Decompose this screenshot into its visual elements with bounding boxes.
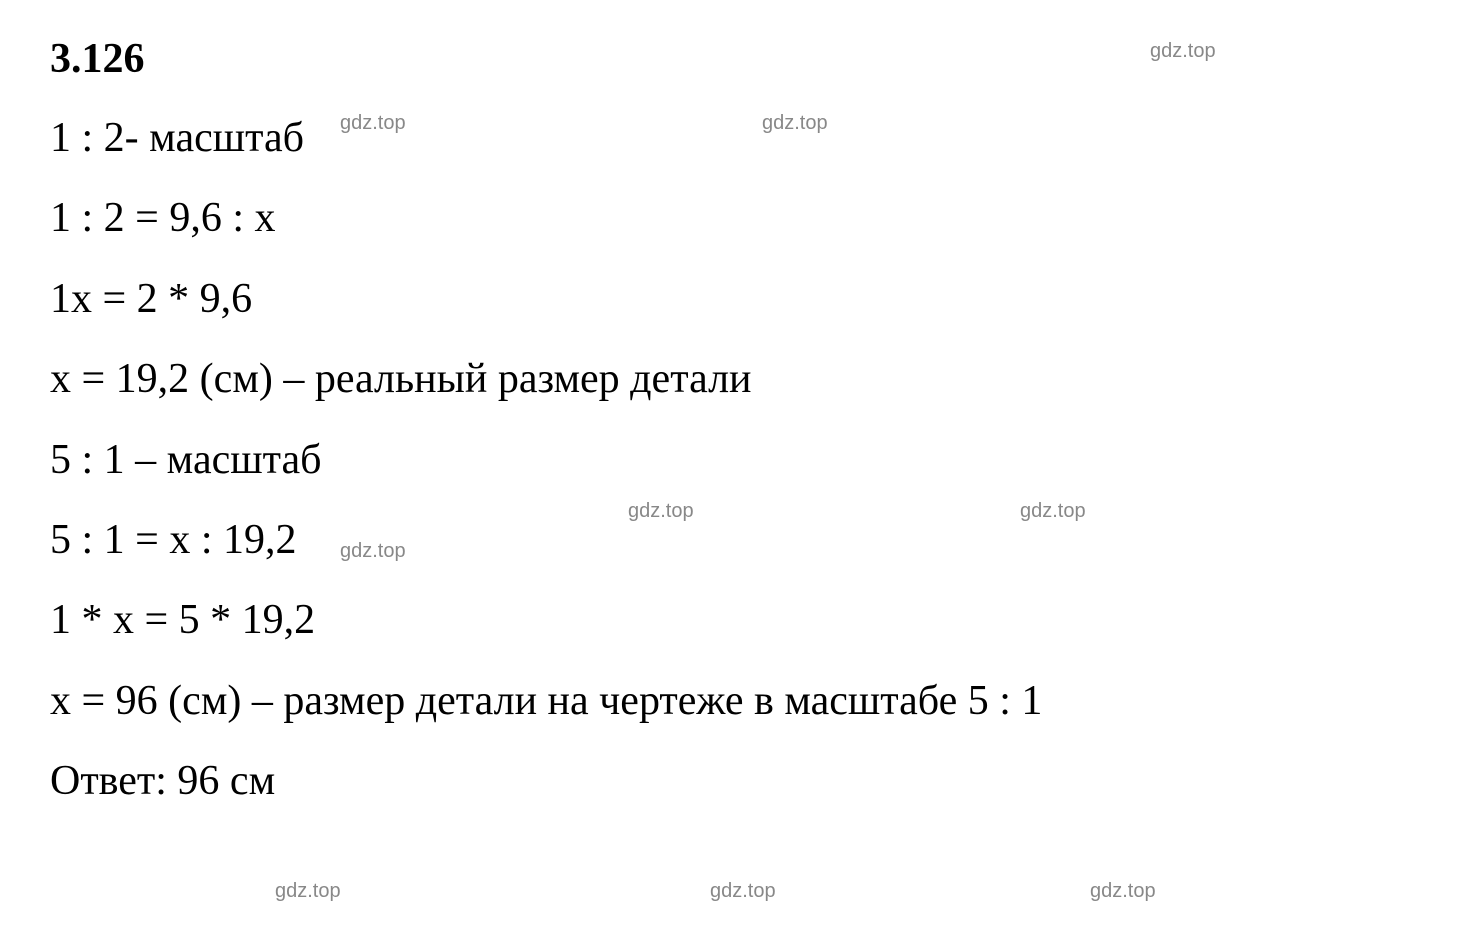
watermark: gdz.top — [340, 112, 406, 135]
watermark: gdz.top — [628, 500, 694, 523]
document-content: 3.126 1 : 2- масштаб 1 : 2 = 9,6 : x 1x … — [50, 35, 1418, 807]
watermark: gdz.top — [1020, 500, 1086, 523]
solution-line-2: 1 : 2 = 9,6 : x — [50, 193, 1418, 243]
solution-line-5: 5 : 1 – масштаб — [50, 435, 1418, 485]
watermark: gdz.top — [1090, 880, 1156, 903]
solution-line-3: 1x = 2 * 9,6 — [50, 274, 1418, 324]
solution-line-1: 1 : 2- масштаб — [50, 113, 1418, 163]
solution-line-4: x = 19,2 (см) – реальный размер детали — [50, 354, 1418, 404]
watermark: gdz.top — [275, 880, 341, 903]
answer-line: Ответ: 96 см — [50, 756, 1418, 806]
watermark: gdz.top — [710, 880, 776, 903]
solution-line-7: 1 * x = 5 * 19,2 — [50, 595, 1418, 645]
watermark: gdz.top — [1150, 40, 1216, 63]
solution-line-8: x = 96 (см) – размер детали на чертеже в… — [50, 676, 1418, 726]
watermark: gdz.top — [340, 540, 406, 563]
watermark: gdz.top — [762, 112, 828, 135]
solution-line-6: 5 : 1 = x : 19,2 — [50, 515, 1418, 565]
